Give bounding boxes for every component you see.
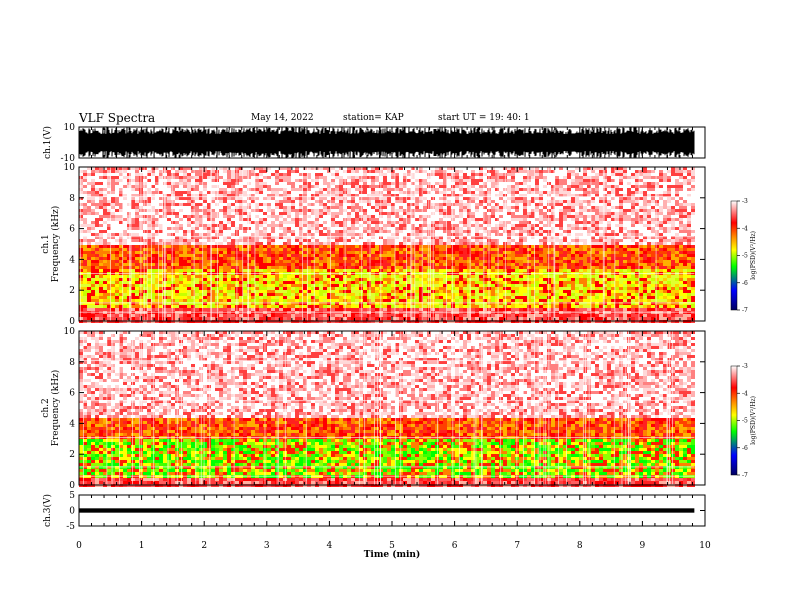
- y-tick-label: 10: [64, 327, 76, 337]
- colorbar-tick-label: -4: [742, 390, 748, 397]
- x-tick-label: 9: [640, 541, 646, 551]
- y-tick-label: -10: [61, 154, 76, 164]
- y-tick-label: 0: [69, 481, 75, 491]
- y-tick-label: 5: [69, 491, 75, 501]
- colorbar-1: [730, 200, 738, 311]
- y-tick-label: 0: [69, 317, 75, 327]
- colorbar-tick-label: -6: [742, 445, 748, 452]
- ch1-spectrogram: [79, 167, 695, 323]
- y-tick-label: 8: [69, 194, 75, 204]
- colorbar-tick-label: -5: [742, 253, 748, 260]
- y-axis-label: ch.3(V): [42, 494, 53, 527]
- y-axis-label: ch.1(V): [42, 126, 53, 159]
- colorbar-label: log(PSD)(V²/Hz): [750, 396, 757, 445]
- x-tick-label: 7: [514, 541, 520, 551]
- x-tick-label: 6: [452, 541, 458, 551]
- y-axis-label: Frequency (kHz): [50, 206, 61, 283]
- colorbar-tick-label: -7: [742, 472, 748, 479]
- y-axis-label: ch.1: [41, 234, 51, 253]
- y-tick-label: -5: [66, 522, 75, 532]
- x-tick-label: 3: [264, 541, 270, 551]
- y-tick-label: 0: [69, 507, 75, 517]
- date-label: May 14, 2022: [251, 113, 314, 123]
- colorbar-tick-label: -5: [742, 418, 748, 425]
- x-axis-label: Time (min): [364, 549, 421, 560]
- start-time-label: start UT = 19: 40: 1: [438, 113, 530, 123]
- x-tick-label: 5: [389, 541, 395, 551]
- colorbar-tick-label: -3: [742, 198, 748, 205]
- x-tick-label: 8: [577, 541, 583, 551]
- x-tick-label: 2: [201, 541, 207, 551]
- y-axis-label: ch.2: [41, 398, 51, 417]
- y-tick-label: 10: [64, 123, 76, 133]
- y-tick-label: 2: [69, 286, 75, 296]
- colorbar-tick-label: -7: [742, 307, 748, 314]
- x-tick-label: 4: [327, 541, 333, 551]
- y-tick-label: 4: [69, 255, 75, 265]
- ch2-spectrogram: [79, 331, 695, 487]
- colorbar-tick-label: -6: [742, 280, 748, 287]
- y-axis-label: Frequency (kHz): [50, 370, 61, 447]
- chart-title: VLF Spectra: [79, 111, 156, 125]
- ch3-waveform-trace: [79, 508, 695, 513]
- colorbar-tick-label: -4: [742, 225, 748, 232]
- station-label: station= KAP: [343, 113, 404, 123]
- colorbar-2: [730, 365, 738, 476]
- y-tick-label: 8: [69, 358, 75, 368]
- y-tick-label: 6: [69, 389, 75, 399]
- y-tick-label: 2: [69, 450, 75, 460]
- ch1-waveform-trace: [78, 126, 695, 159]
- y-tick-label: 4: [69, 419, 75, 429]
- colorbar-tick-label: -3: [742, 363, 748, 370]
- x-tick-label: 10: [699, 541, 711, 551]
- y-tick-label: 6: [69, 225, 75, 235]
- x-tick-label: 1: [139, 541, 145, 551]
- x-tick-label: 0: [76, 541, 82, 551]
- y-tick-label: 10: [64, 163, 76, 173]
- colorbar-label: log(PSD)(V²/Hz): [750, 231, 757, 280]
